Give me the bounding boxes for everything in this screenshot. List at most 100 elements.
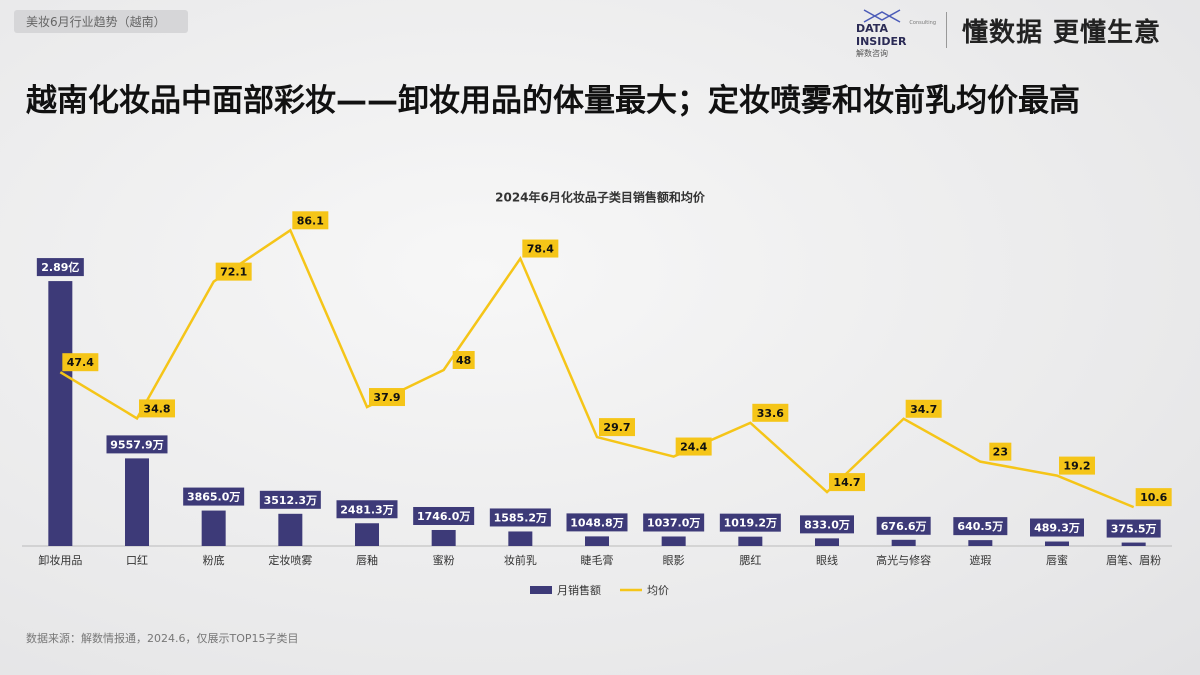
bar bbox=[1045, 541, 1069, 546]
bar-value-label: 1019.2万 bbox=[724, 517, 777, 530]
bar bbox=[968, 540, 993, 546]
line-value-label-box bbox=[369, 388, 405, 407]
line-value-label-box bbox=[139, 399, 175, 418]
x-tick-label: 口红 bbox=[126, 554, 148, 567]
line-value-label: 19.2 bbox=[1063, 460, 1090, 473]
x-tick-label: 唇釉 bbox=[356, 553, 378, 567]
bar bbox=[891, 539, 916, 546]
line-value-label: 72.1 bbox=[220, 266, 247, 279]
slide-title: 越南化妆品中面部彩妆——卸妆用品的体量最大；定妆喷雾和妆前乳均价最高 bbox=[26, 83, 1080, 119]
bar-value-label: 3865.0万 bbox=[187, 491, 240, 504]
source: 数据来源：解数情报通，2024.6，仅展示TOP15子类目 bbox=[26, 632, 299, 645]
bar-value-label: 1746.0万 bbox=[417, 510, 470, 523]
line-value-label-box bbox=[829, 473, 865, 492]
bar-value-label: 9557.9万 bbox=[110, 438, 163, 451]
logo-small: Consulting bbox=[909, 20, 936, 26]
bar-value-label-box bbox=[1030, 518, 1084, 537]
line-value-label-box bbox=[905, 399, 942, 418]
line-value-label-box bbox=[599, 418, 635, 437]
line-value-label-box bbox=[62, 353, 99, 372]
line-value-label: 47.4 bbox=[67, 356, 94, 369]
bar bbox=[1121, 542, 1146, 546]
line-value-label: 48 bbox=[456, 354, 471, 367]
line-value-label: 10.6 bbox=[1140, 491, 1167, 504]
legend-label: 均价 bbox=[647, 584, 669, 597]
bar-value-label-box bbox=[183, 487, 245, 506]
bar-value-label-box bbox=[643, 513, 705, 532]
bar bbox=[278, 513, 303, 546]
bar-value-label: 375.5万 bbox=[1111, 523, 1157, 536]
x-tick-label: 眼线 bbox=[816, 553, 838, 567]
line-value-label: 14.7 bbox=[833, 476, 860, 489]
bar bbox=[661, 536, 686, 546]
bar bbox=[201, 510, 226, 546]
bar bbox=[815, 538, 839, 546]
line-value-label: 34.7 bbox=[910, 403, 937, 416]
bar-value-label: 489.3万 bbox=[1034, 522, 1080, 535]
bar-value-label-box bbox=[106, 435, 168, 454]
bar-value-label-box bbox=[489, 508, 551, 527]
x-tick-label: 高光与修容 bbox=[876, 553, 931, 567]
bar-value-label: 833.0万 bbox=[804, 518, 850, 531]
bar-value-label-box bbox=[800, 515, 854, 534]
logo-icon bbox=[863, 9, 901, 23]
bar bbox=[431, 529, 456, 546]
logo: Consulting DATA INSIDER 解数咨询 bbox=[856, 8, 936, 59]
bar bbox=[48, 281, 73, 546]
x-tick-label: 睫毛膏 bbox=[581, 553, 614, 567]
bar-value-label: 2.89亿 bbox=[41, 260, 79, 274]
x-tick-label: 蜜粉 bbox=[433, 553, 455, 567]
bar bbox=[738, 536, 763, 546]
bar-value-label-box bbox=[719, 513, 781, 532]
bar-value-label: 1037.0万 bbox=[647, 516, 700, 529]
bar bbox=[125, 458, 149, 546]
bar-value-label-box bbox=[566, 513, 628, 532]
bar-value-label-box bbox=[413, 506, 475, 525]
separator bbox=[946, 12, 947, 48]
logo-cn: 解数咨询 bbox=[856, 49, 888, 58]
bar-value-label: 676.6万 bbox=[881, 520, 927, 533]
bar-value-label-box bbox=[259, 490, 321, 509]
x-tick-label: 腮红 bbox=[739, 554, 761, 567]
line-value-label-box bbox=[215, 262, 252, 281]
line-value-label: 24.4 bbox=[680, 441, 707, 454]
logo-en: DATA INSIDER bbox=[856, 22, 907, 48]
bar-value-label-box bbox=[336, 500, 398, 519]
section-tag: 美妆6月行业趋势（越南） bbox=[14, 10, 188, 33]
x-tick-label: 定妆喷雾 bbox=[268, 553, 312, 567]
bar bbox=[585, 536, 609, 546]
bar bbox=[355, 523, 379, 546]
bar-value-label: 3512.3万 bbox=[264, 494, 317, 507]
line-value-label-box bbox=[989, 442, 1012, 461]
line-value-label-box bbox=[1059, 456, 1095, 475]
line-value-label-box bbox=[1135, 488, 1172, 507]
legend-swatch bbox=[530, 586, 552, 594]
bar bbox=[508, 531, 533, 546]
chart-title: 2024年6月化妆品子类目销售额和均价 bbox=[495, 190, 706, 205]
bar-value-label-box bbox=[953, 517, 1008, 536]
x-tick-label: 眉笔、眉粉 bbox=[1106, 553, 1161, 567]
slogan: 懂数据 更懂生意 bbox=[962, 18, 1162, 48]
x-tick-label: 眼影 bbox=[663, 554, 685, 567]
line-value-label: 29.7 bbox=[603, 421, 630, 434]
bar-value-label-box bbox=[1106, 519, 1161, 538]
x-tick-label: 粉底 bbox=[203, 553, 225, 567]
bar-value-label: 2481.3万 bbox=[340, 503, 393, 516]
line-value-label-box bbox=[675, 437, 712, 456]
bar-value-label: 640.5万 bbox=[957, 520, 1003, 533]
line-value-label: 86.1 bbox=[297, 214, 324, 227]
legend-label: 月销售额 bbox=[557, 583, 601, 597]
x-tick-label: 妆前乳 bbox=[504, 553, 537, 567]
line-value-label: 23 bbox=[993, 446, 1008, 459]
line-value-label: 34.8 bbox=[143, 402, 170, 415]
line-value-label-box bbox=[292, 211, 329, 230]
line-value-label-box bbox=[522, 239, 559, 258]
x-tick-label: 遮瑕 bbox=[969, 553, 991, 567]
line-value-label: 33.6 bbox=[757, 407, 784, 420]
bar-value-label: 1585.2万 bbox=[494, 511, 547, 524]
x-tick-label: 唇蜜 bbox=[1046, 553, 1068, 567]
line-value-label: 78.4 bbox=[527, 243, 554, 256]
x-tick-label: 卸妆用品 bbox=[38, 553, 82, 567]
